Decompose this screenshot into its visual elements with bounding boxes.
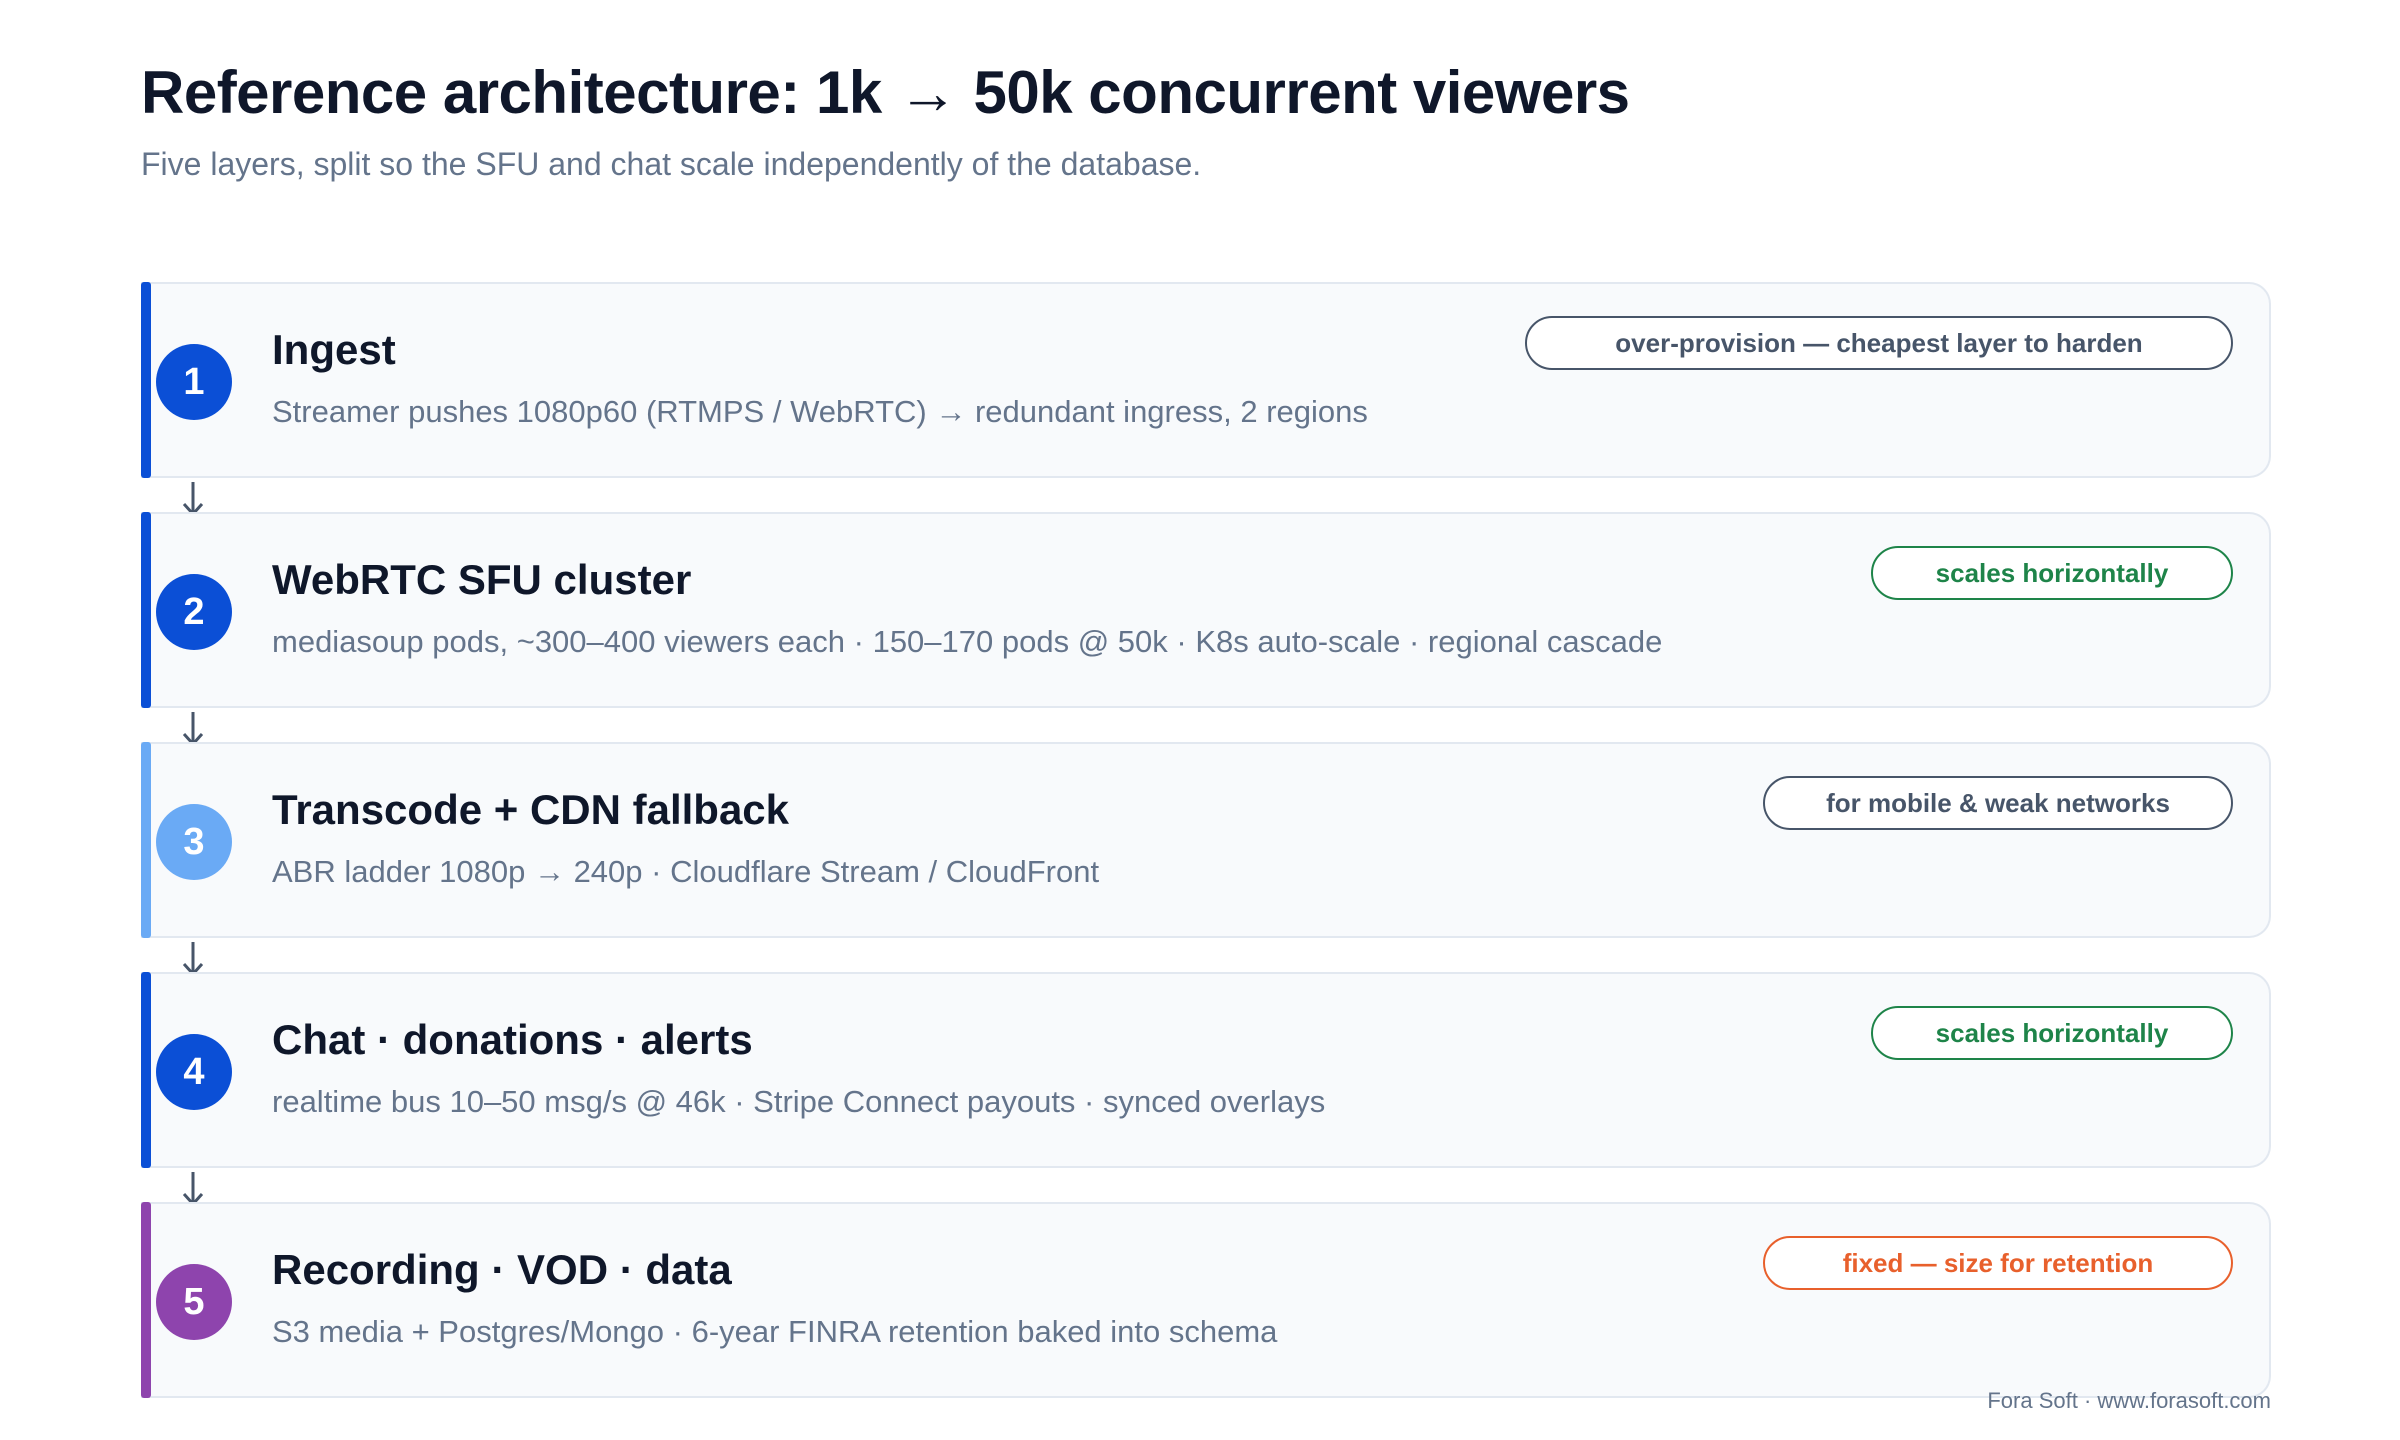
layer-card-chat: 4 Chat · donations · alerts realtime bus…	[141, 972, 2271, 1168]
layer-description: ABR ladder 1080p → 240p · Cloudflare Str…	[272, 854, 1100, 889]
layer-description: mediasoup pods, ~300–400 viewers each · …	[272, 624, 1663, 659]
layer-number-badge: 4	[156, 1034, 232, 1110]
layer-tag: fixed — size for retention	[1763, 1236, 2233, 1290]
layer-description: realtime bus 10–50 msg/s @ 46k · Stripe …	[272, 1084, 1326, 1119]
layer-name: Ingest	[272, 326, 396, 373]
layer-tag: over-provision — cheapest layer to harde…	[1525, 316, 2233, 370]
layer-accent-bar	[141, 742, 151, 938]
layer-card-ingest: 1 Ingest Streamer pushes 1080p60 (RTMPS …	[141, 282, 2271, 478]
layer-card-recording: 5 Recording · VOD · data S3 media + Post…	[141, 1202, 2271, 1398]
layer-tag: scales horizontally	[1871, 546, 2233, 600]
layer-name: WebRTC SFU cluster	[272, 556, 692, 603]
layer-accent-bar	[141, 512, 151, 708]
layer-card-transcode: 3 Transcode + CDN fallback ABR ladder 10…	[141, 742, 2271, 938]
layer-number-badge: 1	[156, 344, 232, 420]
layer-number-badge: 5	[156, 1264, 232, 1340]
layer-accent-bar	[141, 282, 151, 478]
layer-description: Streamer pushes 1080p60 (RTMPS / WebRTC)…	[272, 394, 1368, 429]
layer-number-badge: 3	[156, 804, 232, 880]
footer-credit: Fora Soft · www.forasoft.com	[1987, 1388, 2271, 1413]
layer-description: S3 media + Postgres/Mongo · 6-year FINRA…	[272, 1314, 1278, 1349]
layer-name: Chat · donations · alerts	[272, 1016, 753, 1063]
layer-number-badge: 2	[156, 574, 232, 650]
layer-accent-bar	[141, 1202, 151, 1398]
layer-tag: for mobile & weak networks	[1763, 776, 2233, 830]
layer-name: Recording · VOD · data	[272, 1246, 732, 1293]
layer-tag: scales horizontally	[1871, 1006, 2233, 1060]
page-title: Reference architecture: 1k → 50k concurr…	[141, 59, 1630, 126]
page-subtitle: Five layers, split so the SFU and chat s…	[141, 146, 1202, 182]
layer-accent-bar	[141, 972, 151, 1168]
layer-card-sfu: 2 WebRTC SFU cluster mediasoup pods, ~30…	[141, 512, 2271, 708]
layer-name: Transcode + CDN fallback	[272, 786, 790, 833]
